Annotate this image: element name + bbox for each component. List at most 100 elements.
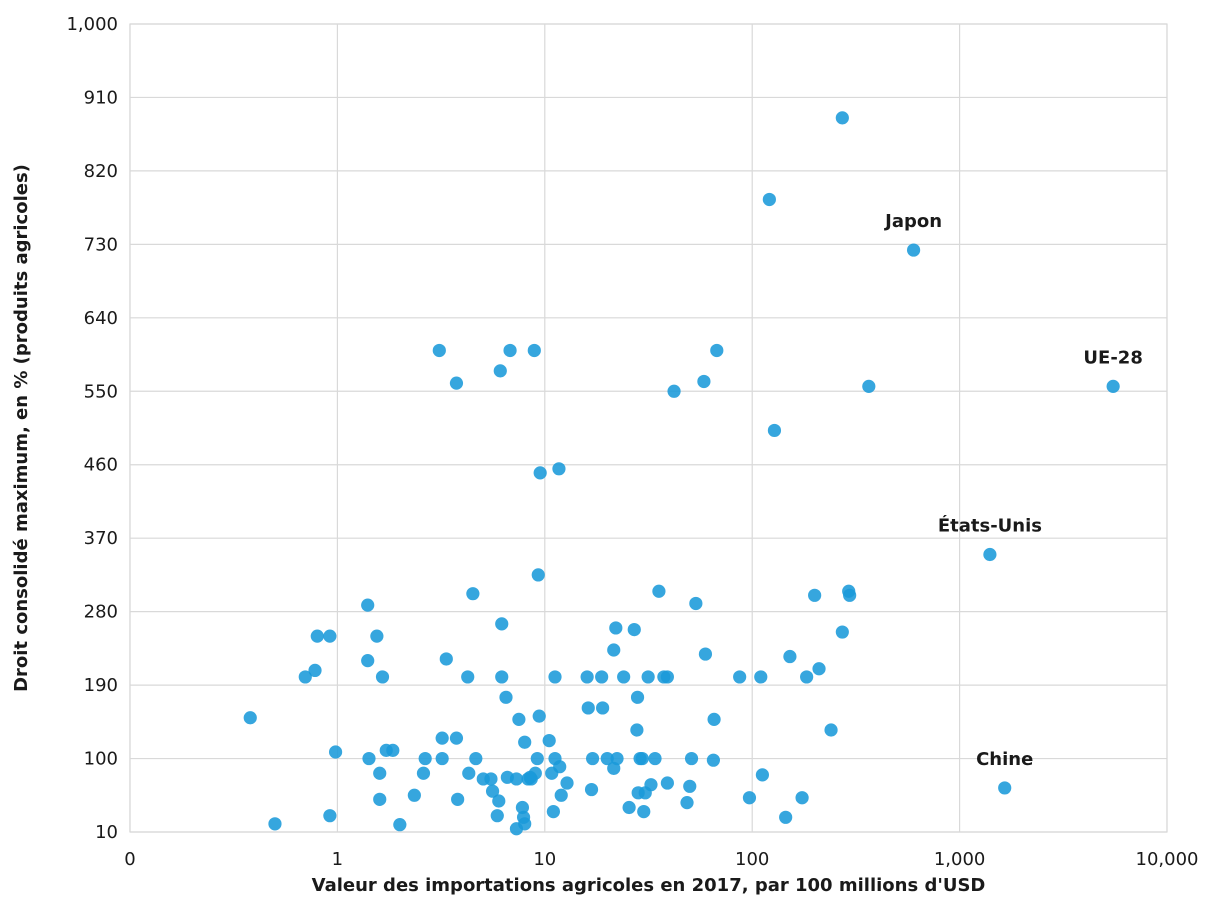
y-tick-label: 910	[84, 87, 118, 108]
data-point	[449, 376, 464, 390]
data-point	[499, 690, 513, 704]
data-points	[243, 111, 1120, 836]
y-tick-label: 730	[84, 234, 118, 255]
data-point	[622, 800, 636, 815]
y-tick-label: 370	[84, 528, 118, 549]
data-point	[610, 751, 624, 766]
data-point	[667, 384, 681, 398]
data-point	[560, 776, 574, 790]
data-point	[862, 379, 876, 393]
data-point	[370, 629, 384, 643]
data-point	[648, 751, 662, 766]
data-point	[439, 652, 453, 666]
y-tick-label: 280	[84, 602, 118, 623]
data-point	[767, 423, 782, 438]
data-point	[617, 670, 631, 684]
data-point	[432, 343, 446, 358]
data-point	[630, 690, 645, 704]
data-point	[298, 670, 312, 684]
data-point	[373, 792, 387, 806]
data-point	[580, 670, 594, 684]
data-point	[451, 792, 465, 806]
data-point	[532, 709, 546, 723]
point-annotation: Chine	[976, 749, 1033, 770]
x-tick-label: 10	[533, 849, 556, 870]
data-point	[652, 584, 666, 598]
data-point	[466, 587, 480, 601]
data-point	[742, 791, 757, 805]
point-annotation: UE-28	[1083, 347, 1142, 368]
data-point	[783, 649, 797, 664]
grid-lines	[129, 23, 1168, 833]
data-point	[635, 751, 649, 766]
data-point	[683, 779, 697, 793]
data-point	[795, 791, 809, 805]
data-point	[637, 804, 651, 819]
data-point	[609, 621, 623, 635]
data-point	[492, 794, 506, 808]
y-axis-tick-labels: 10 100 190 280 370 460 550 640 730 820 910 1,000	[66, 14, 118, 843]
y-tick-label: 1,000	[66, 14, 118, 35]
data-point	[684, 751, 699, 766]
data-point	[518, 735, 532, 749]
data-point	[998, 781, 1012, 795]
data-point	[595, 670, 609, 684]
data-point	[706, 753, 720, 767]
data-point	[461, 670, 475, 684]
data-point	[600, 751, 614, 766]
data-point	[554, 788, 568, 802]
data-point	[493, 364, 507, 378]
data-point	[689, 596, 703, 611]
data-point	[710, 343, 724, 358]
data-point	[531, 568, 545, 582]
data-point	[644, 778, 658, 792]
data-point	[361, 654, 375, 668]
y-tick-label: 640	[84, 308, 118, 329]
data-point	[755, 768, 770, 782]
data-point	[310, 629, 324, 643]
data-point	[416, 766, 431, 780]
data-point	[824, 723, 838, 737]
data-point	[546, 804, 560, 819]
data-point	[485, 784, 500, 798]
data-point	[530, 751, 544, 766]
data-point	[528, 766, 542, 780]
y-tick-label: 100	[84, 749, 118, 770]
data-point	[553, 760, 567, 774]
x-tick-label: 0	[124, 849, 135, 870]
data-point	[585, 751, 600, 766]
data-point	[323, 809, 337, 823]
data-point	[660, 670, 674, 684]
data-point	[435, 751, 449, 766]
data-point	[375, 670, 390, 684]
data-point	[407, 788, 421, 802]
data-point	[469, 751, 483, 766]
x-tick-label: 1,000	[934, 849, 986, 870]
data-point	[552, 462, 566, 476]
data-point	[542, 733, 556, 748]
data-point	[323, 629, 337, 643]
x-axis-tick-labels: 0 1 10 100 1,000 10,000	[124, 849, 1198, 870]
y-tick-label: 460	[84, 455, 118, 476]
data-point	[484, 772, 498, 786]
data-point	[386, 743, 400, 757]
x-tick-label: 1	[332, 849, 343, 870]
data-point	[584, 782, 599, 797]
data-point	[462, 766, 476, 780]
data-point	[533, 466, 547, 480]
data-point	[779, 810, 793, 824]
data-point	[630, 723, 644, 737]
data-point	[733, 670, 747, 684]
data-point	[503, 343, 517, 358]
data-point	[509, 772, 524, 786]
data-point	[512, 712, 526, 726]
data-point	[449, 731, 464, 745]
point-annotation: États-Unis	[938, 515, 1042, 537]
data-point	[495, 617, 509, 631]
data-point	[495, 670, 509, 684]
data-point	[835, 111, 849, 125]
data-point	[328, 745, 343, 759]
data-point	[660, 776, 674, 790]
y-tick-label: 820	[84, 161, 118, 182]
